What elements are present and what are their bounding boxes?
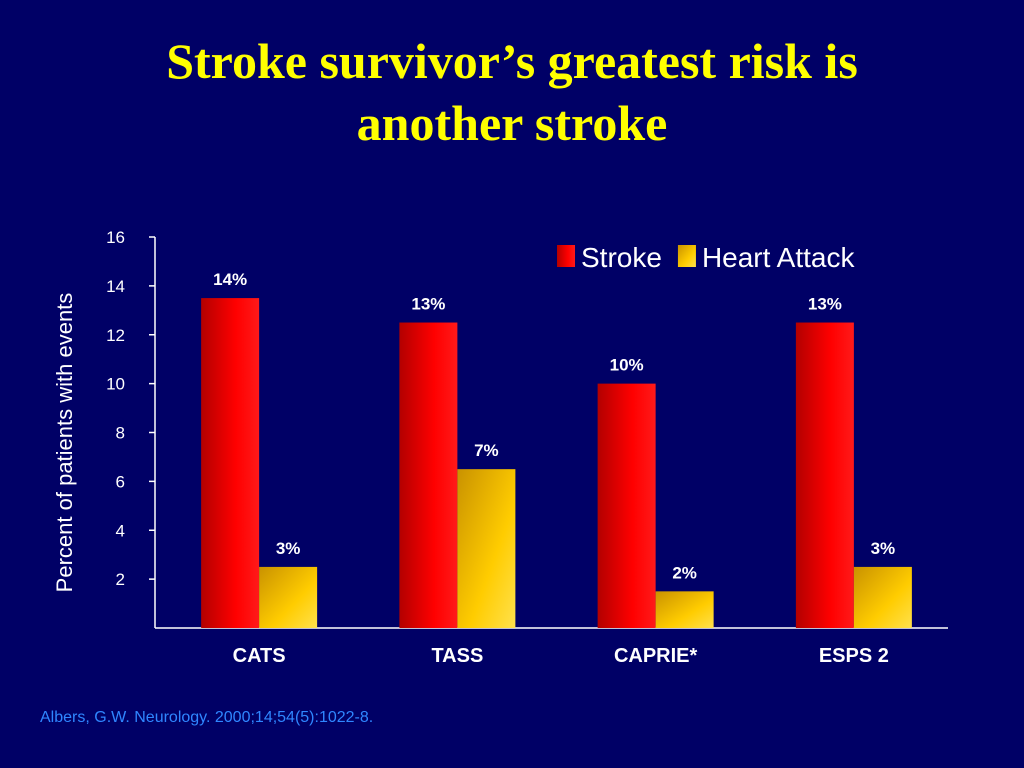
data-label: 13% xyxy=(808,295,842,314)
y-tick-label: 16 xyxy=(106,228,125,247)
y-tick-label: 8 xyxy=(116,424,125,443)
data-label: 3% xyxy=(276,539,301,558)
data-label: 10% xyxy=(610,356,644,375)
bar-heart-attack-cats xyxy=(259,566,318,628)
category-label: CAPRIE* xyxy=(614,645,698,667)
legend-label-stroke: Stroke xyxy=(581,242,662,273)
citation: Albers, G.W. Neurology. 2000;14;54(5):10… xyxy=(40,709,374,726)
bar-stroke-esps2 xyxy=(795,322,854,628)
legend-label-heart-attack: Heart Attack xyxy=(702,242,856,273)
category-label: TASS xyxy=(431,645,483,667)
data-label: 2% xyxy=(672,563,697,582)
y-tick-label: 10 xyxy=(106,375,125,394)
bar-heart-attack-esps2 xyxy=(853,566,912,628)
slide-title: Stroke survivor’s greatest risk is anoth… xyxy=(0,30,1024,154)
y-axis-title: Percent of patients with events xyxy=(52,293,77,593)
y-tick-label: 2 xyxy=(116,570,125,589)
y-tick-label: 6 xyxy=(116,472,125,491)
legend-swatch-heart-attack xyxy=(677,245,696,267)
slide-title-line-2: another stroke xyxy=(356,95,668,151)
data-label: 14% xyxy=(213,270,247,289)
data-label: 7% xyxy=(474,441,499,460)
data-label: 13% xyxy=(411,295,445,314)
slide-title-line-1: Stroke survivor’s greatest risk is xyxy=(166,33,858,89)
bar-stroke-caprie xyxy=(597,383,656,628)
data-label: 3% xyxy=(871,539,896,558)
category-label: CATS xyxy=(233,645,286,667)
y-tick-label: 12 xyxy=(106,326,125,345)
bar-stroke-cats xyxy=(201,298,260,628)
y-tick-label: 14 xyxy=(106,277,125,296)
y-tick-label: 4 xyxy=(116,521,125,540)
legend-swatch-stroke xyxy=(557,245,575,267)
bar-stroke-tass xyxy=(399,322,458,628)
category-label: ESPS 2 xyxy=(819,645,889,667)
bar-heart-attack-caprie xyxy=(655,591,714,628)
bar-heart-attack-tass xyxy=(457,469,516,628)
